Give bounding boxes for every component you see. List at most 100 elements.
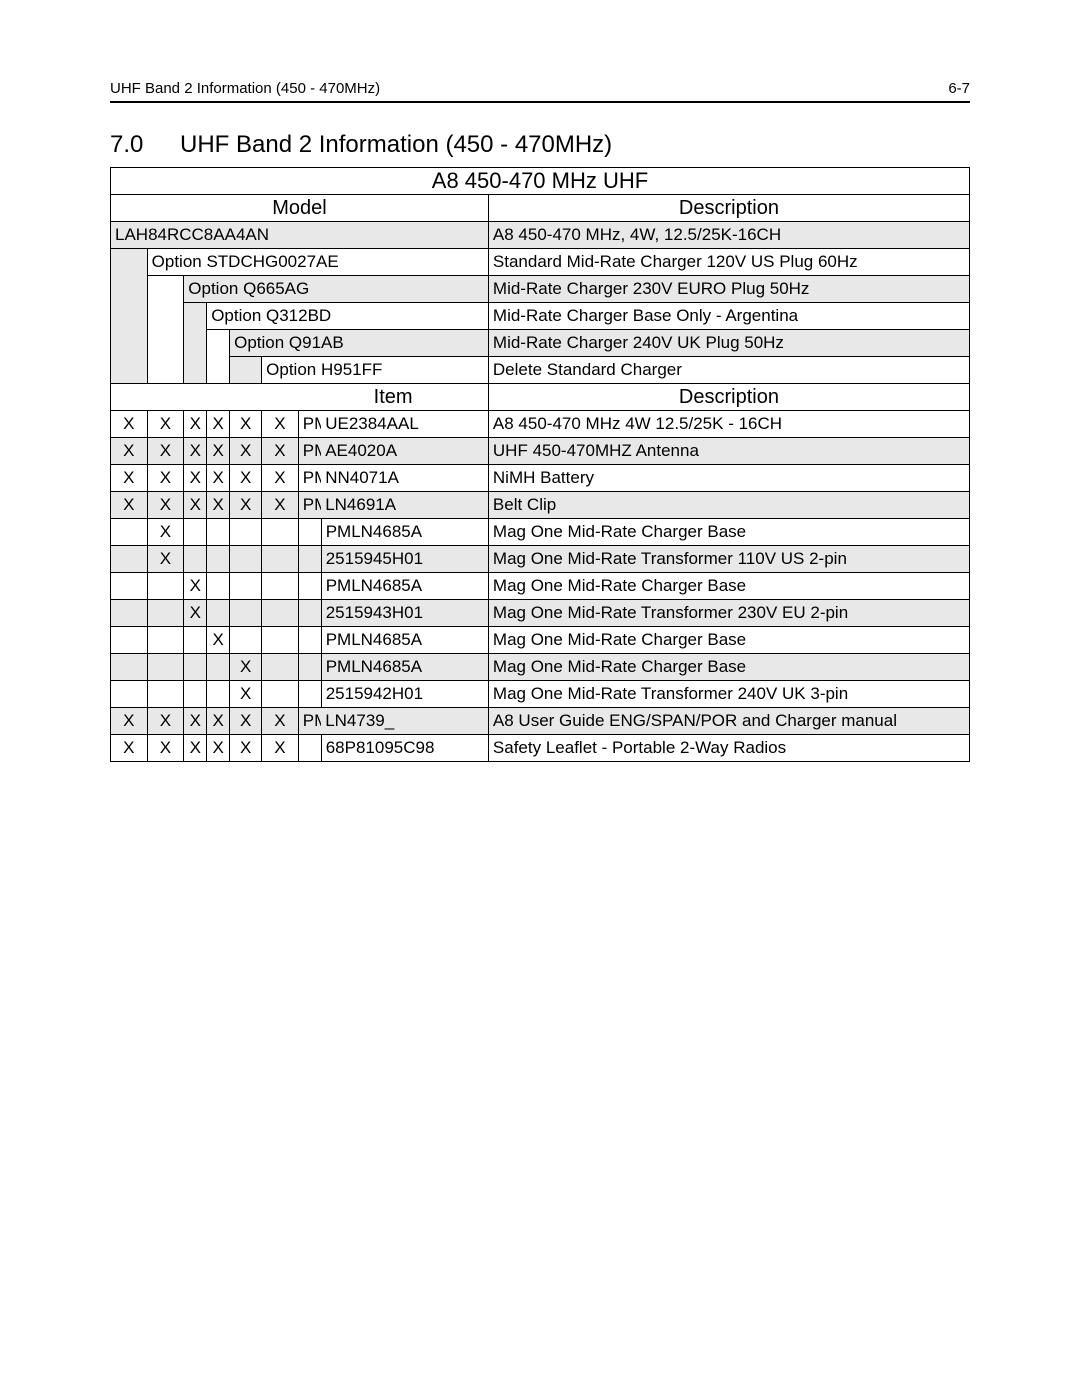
model-desc: Mid-Rate Charger 240V UK Plug 50Hz	[488, 330, 969, 357]
mark-cell: X	[111, 708, 148, 735]
mark-cell	[230, 519, 262, 546]
model-label: Option Q91AB	[230, 330, 489, 357]
header-left: UHF Band 2 Information (450 - 470MHz)	[110, 80, 380, 97]
header-right: 6-7	[948, 80, 970, 97]
mark-cell	[262, 627, 299, 654]
mark-cell: X	[207, 411, 230, 438]
mark-cell	[111, 627, 148, 654]
mark-cell	[111, 600, 148, 627]
item-desc: Mag One Mid-Rate Charger Base	[488, 654, 969, 681]
mark-cell: X	[207, 627, 230, 654]
mark-cell	[207, 519, 230, 546]
mark-cell: X	[147, 708, 184, 735]
item-row: XPMLN4685AMag One Mid-Rate Charger Base	[111, 519, 970, 546]
mark-cell: X	[184, 492, 207, 519]
item-row: XXXXXXPMNN4071ANiMH Battery	[111, 465, 970, 492]
mark-cell: X	[147, 492, 184, 519]
mark-cell: X	[184, 708, 207, 735]
mark-cell	[147, 573, 184, 600]
mark-cell: X	[262, 411, 299, 438]
mark-cell	[207, 681, 230, 708]
model-label: LAH84RCC8AA4AN	[111, 222, 489, 249]
mark-cell	[184, 546, 207, 573]
item-lead-cell	[298, 627, 321, 654]
indent-cell	[147, 330, 184, 357]
mark-cell	[147, 654, 184, 681]
mark-cell	[207, 600, 230, 627]
mark-cell	[111, 573, 148, 600]
mark-cell	[147, 681, 184, 708]
section-title: UHF Band 2 Information (450 - 470MHz)	[180, 131, 612, 159]
mark-cell	[262, 546, 299, 573]
item-code: LN4739_	[321, 708, 488, 735]
item-lead-cell: PM	[298, 438, 321, 465]
item-desc: Mag One Mid-Rate Transformer 230V EU 2-p…	[488, 600, 969, 627]
item-desc: Belt Clip	[488, 492, 969, 519]
mark-cell: X	[230, 708, 262, 735]
mark-cell	[262, 519, 299, 546]
mark-cell	[184, 519, 207, 546]
item-row: XXXXXXPMLN4739_A8 User Guide ENG/SPAN/PO…	[111, 708, 970, 735]
mark-cell	[184, 681, 207, 708]
model-row: LAH84RCC8AA4AN A8 450-470 MHz, 4W, 12.5/…	[111, 222, 970, 249]
table-title-row: A8 450-470 MHz UHF	[111, 168, 970, 195]
mark-cell: X	[262, 492, 299, 519]
item-row: XXXXXXPMLN4691ABelt Clip	[111, 492, 970, 519]
model-label: Option H951FF	[262, 357, 489, 384]
item-code: 2515945H01	[321, 546, 488, 573]
mark-cell	[230, 600, 262, 627]
model-row: Option H951FF Delete Standard Charger	[111, 357, 970, 384]
mark-cell	[207, 573, 230, 600]
item-desc: UHF 450-470MHZ Antenna	[488, 438, 969, 465]
item-lead-cell	[298, 573, 321, 600]
indent-cell	[111, 276, 148, 303]
mark-cell: X	[111, 438, 148, 465]
model-row: Option Q91AB Mid-Rate Charger 240V UK Pl…	[111, 330, 970, 357]
indent-cell	[147, 357, 184, 384]
item-lead-cell	[298, 735, 321, 762]
indent-cell	[207, 330, 230, 357]
item-row: X 2515943H01Mag One Mid-Rate Transformer …	[111, 600, 970, 627]
mark-cell	[111, 546, 148, 573]
indent-cell	[111, 357, 148, 384]
table-head-row-1: Model Description	[111, 195, 970, 222]
model-desc: Mid-Rate Charger Base Only - Argentina	[488, 303, 969, 330]
item-row: XPMLN4685AMag One Mid-Rate Charger Base	[111, 573, 970, 600]
mark-cell	[262, 600, 299, 627]
mark-cell	[230, 546, 262, 573]
mark-cell	[147, 600, 184, 627]
mark-cell: X	[230, 654, 262, 681]
item-lead-cell: PM	[298, 465, 321, 492]
indent-cell	[230, 357, 262, 384]
mark-cell: X	[207, 708, 230, 735]
mark-cell: X	[230, 411, 262, 438]
mark-cell	[207, 654, 230, 681]
mark-cell: X	[184, 438, 207, 465]
item-code: 2515943H01	[321, 600, 488, 627]
item-row: X2515942H01Mag One Mid-Rate Transformer …	[111, 681, 970, 708]
mark-cell: X	[147, 465, 184, 492]
item-lead-cell: PM	[298, 411, 321, 438]
mark-cell	[230, 627, 262, 654]
item-lead-cell	[298, 519, 321, 546]
mark-cell	[111, 519, 148, 546]
head-blank	[111, 384, 299, 411]
mark-cell: X	[230, 438, 262, 465]
mark-cell: X	[207, 735, 230, 762]
item-code: NN4071A	[321, 465, 488, 492]
model-row: Option STDCHG0027AE Standard Mid-Rate Ch…	[111, 249, 970, 276]
model-table: A8 450-470 MHz UHF Model Description LAH…	[110, 167, 970, 762]
item-code: PMLN4685A	[321, 654, 488, 681]
head-desc2: Description	[488, 384, 969, 411]
item-lead-cell: PM	[298, 708, 321, 735]
mark-cell: X	[184, 600, 207, 627]
mark-cell: X	[230, 735, 262, 762]
model-desc: Standard Mid-Rate Charger 120V US Plug 6…	[488, 249, 969, 276]
mark-cell: X	[147, 735, 184, 762]
item-row: XXXXXX68P81095C98Safety Leaflet - Portab…	[111, 735, 970, 762]
indent-cell	[207, 357, 230, 384]
item-lead-cell	[298, 681, 321, 708]
mark-cell: X	[207, 438, 230, 465]
model-row: Option Q665AG Mid-Rate Charger 230V EURO…	[111, 276, 970, 303]
model-desc: Delete Standard Charger	[488, 357, 969, 384]
